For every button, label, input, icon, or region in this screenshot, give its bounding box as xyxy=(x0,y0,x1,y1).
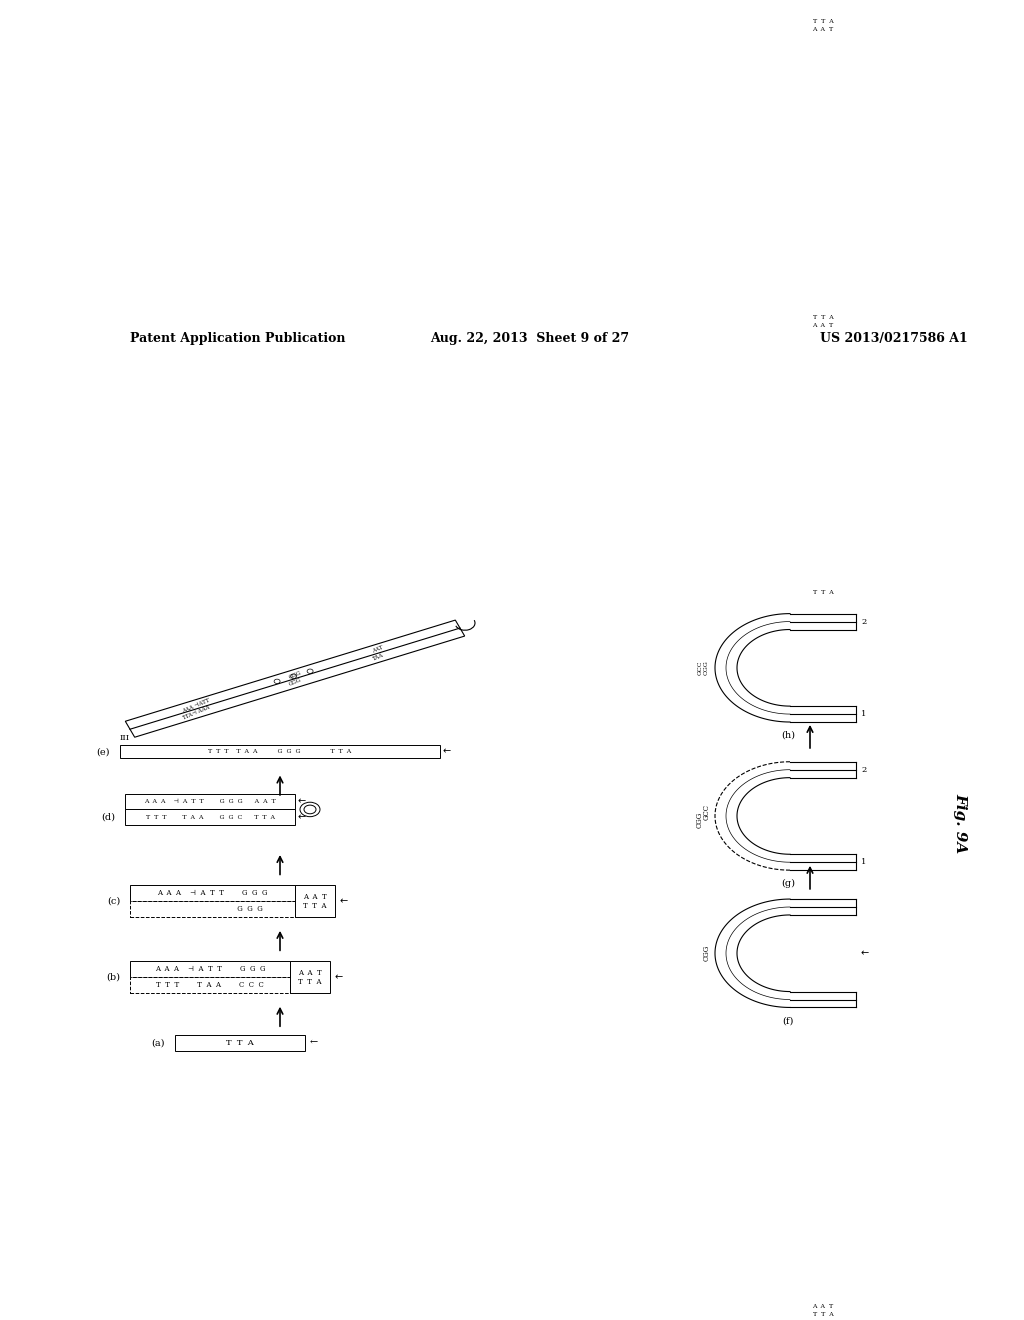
Text: GGG: GGG xyxy=(288,677,302,688)
Text: (b): (b) xyxy=(106,973,120,982)
Text: ←: ← xyxy=(298,796,306,807)
Text: 1: 1 xyxy=(861,710,866,718)
Text: (a): (a) xyxy=(152,1039,165,1047)
Text: GCC: GCC xyxy=(703,804,711,820)
Text: A  A  T: A A T xyxy=(812,323,834,329)
Bar xyxy=(130,902,295,917)
Bar xyxy=(290,961,330,993)
Text: 2: 2 xyxy=(861,618,866,626)
Text: GCC
CGG: GCC CGG xyxy=(697,660,709,676)
Text: T  T  A: T T A xyxy=(813,315,834,321)
Text: A  A  T
T  T  A: A A T T T A xyxy=(303,892,327,909)
Text: AAT: AAT xyxy=(372,645,384,655)
Text: ←: ← xyxy=(861,948,869,958)
Text: T  T  A: T T A xyxy=(226,1039,254,1047)
Text: Fig. 9A: Fig. 9A xyxy=(953,793,967,853)
Text: A  A  T
T  T  A: A A T T T A xyxy=(298,969,322,986)
Bar xyxy=(295,886,335,917)
Text: A  A  A    ⊣  A  T  T        G  G  G      A  A  T: A A A ⊣ A T T G G G A A T xyxy=(144,799,275,804)
Text: T  T  T    T  A  A          G  G  G               T  T  A: T T T T A A G G G T T A xyxy=(208,750,351,754)
Text: Aug. 22, 2013  Sheet 9 of 27: Aug. 22, 2013 Sheet 9 of 27 xyxy=(430,331,629,345)
Text: 2: 2 xyxy=(861,766,866,774)
Text: ←: ← xyxy=(335,972,343,982)
Text: Patent Application Publication: Patent Application Publication xyxy=(130,331,345,345)
Text: 1: 1 xyxy=(861,858,866,866)
Text: A  A  A    ⊣  A  T  T        G  G  G: A A A ⊣ A T T G G G xyxy=(158,890,267,898)
Text: ←: ← xyxy=(310,1039,318,1047)
Text: (e): (e) xyxy=(96,747,110,756)
Text: T  T  A: T T A xyxy=(813,590,834,595)
Text: ←: ← xyxy=(443,747,452,756)
Text: GGG: GGG xyxy=(288,671,302,680)
Text: (h): (h) xyxy=(781,731,795,739)
Text: T  T  A: T T A xyxy=(813,18,834,24)
Bar xyxy=(125,809,295,825)
Text: (c): (c) xyxy=(106,896,120,906)
Polygon shape xyxy=(125,620,465,738)
Text: A  A  T: A A T xyxy=(812,1304,834,1308)
Text: (f): (f) xyxy=(782,1016,794,1026)
Text: T  T  T        T  A  A        G  G  C      T  T  A: T T T T A A G G C T T A xyxy=(145,814,274,820)
Text: US 2013/0217586 A1: US 2013/0217586 A1 xyxy=(820,331,968,345)
Text: CGG: CGG xyxy=(703,945,711,961)
Text: CGG: CGG xyxy=(696,812,705,828)
Bar xyxy=(120,744,440,758)
Text: ←: ← xyxy=(340,896,348,907)
Text: A  A  A    ⊣  A  T  T        G  G  G: A A A ⊣ A T T G G G xyxy=(155,965,265,973)
Bar xyxy=(175,1035,305,1051)
Bar xyxy=(130,886,295,902)
Text: (g): (g) xyxy=(781,879,795,888)
Bar xyxy=(125,793,295,809)
Text: T  T  T        T  A  A        C  C  C: T T T T A A C C C xyxy=(156,981,264,989)
Text: TTA⊣ AAA: TTA⊣ AAA xyxy=(181,705,211,721)
Text: (d): (d) xyxy=(101,813,115,822)
Bar xyxy=(130,977,290,993)
Text: G  G  G: G G G xyxy=(163,906,262,913)
Text: T  T  A: T T A xyxy=(813,1312,834,1317)
Text: ←: ← xyxy=(298,812,306,822)
Text: AAA ⊣ATT: AAA ⊣ATT xyxy=(181,697,211,714)
Text: A  A  T: A A T xyxy=(812,26,834,32)
Text: TAA: TAA xyxy=(372,652,384,661)
Bar xyxy=(130,961,290,977)
Text: III: III xyxy=(120,734,130,742)
